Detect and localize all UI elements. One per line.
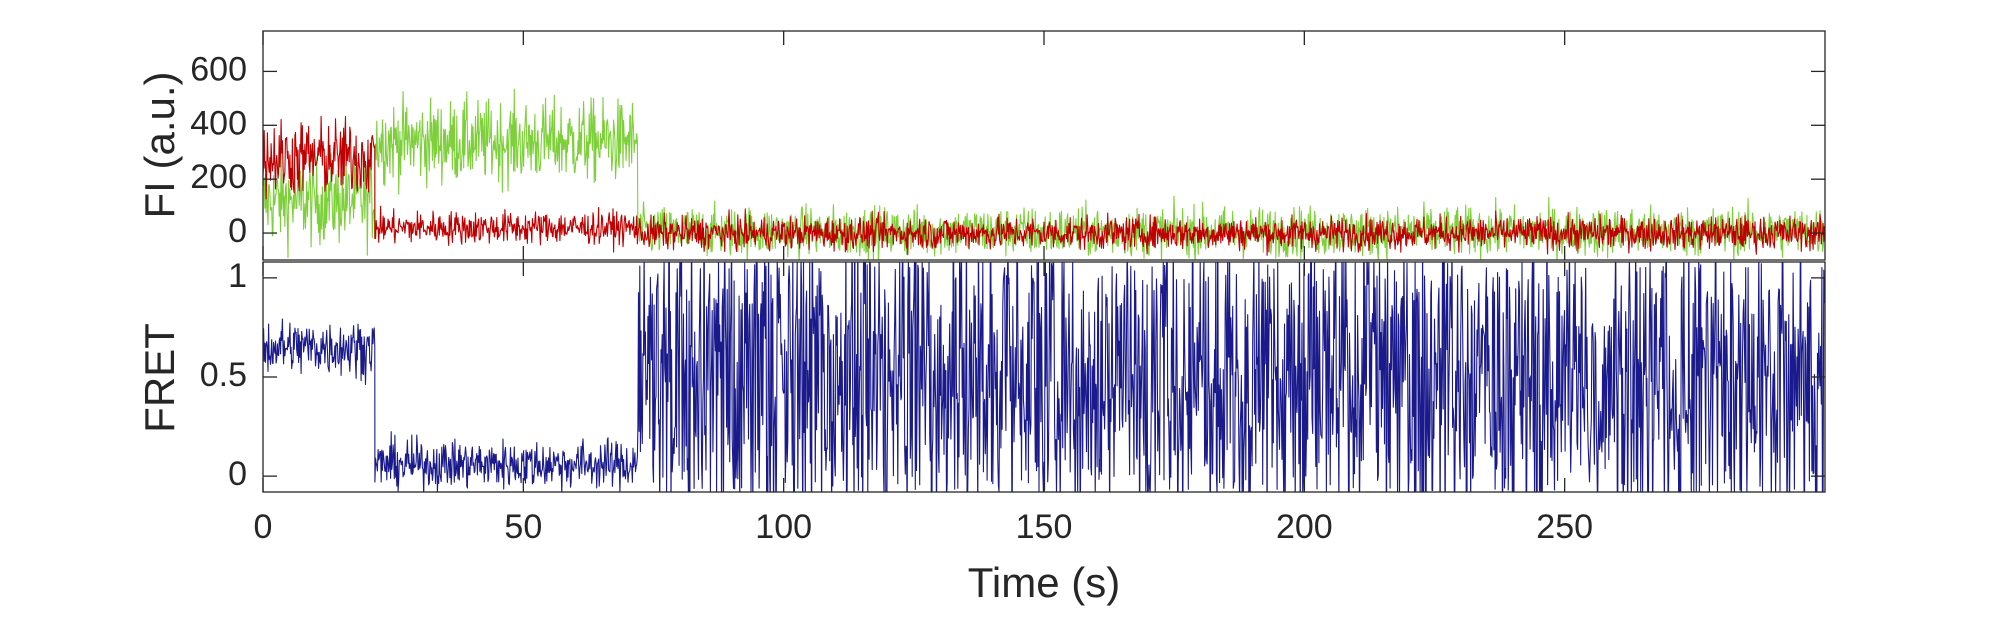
series-line-1-0	[263, 262, 1825, 492]
fret-y-ticks: 00.51	[200, 257, 1825, 493]
x-tick-label: 50	[504, 508, 542, 546]
y-tick-label: 1	[228, 257, 247, 295]
fret-panel: 00.51 0 50 100 150 200 250 FRET Time (s)	[136, 257, 1826, 606]
x-tick-label: 0	[254, 508, 273, 546]
fluorescence-traces	[263, 88, 1825, 260]
time-x-ticks: 0 50 100 150 200 250	[254, 262, 1593, 546]
series-line-0-1	[263, 115, 1825, 256]
y-tick-label: 0	[228, 455, 247, 493]
y-tick-label: 200	[190, 158, 247, 196]
x-tick-label: 250	[1536, 508, 1593, 546]
fret-traces	[263, 262, 1825, 492]
time-x-axis-title: Time (s)	[968, 559, 1120, 606]
x-tick-label: 200	[1276, 508, 1333, 546]
y-tick-label: 600	[190, 50, 247, 88]
fret-plot-box	[262, 261, 1826, 493]
fluorescence-y-axis-title: FI (a.u.)	[136, 71, 183, 218]
fluorescence-panel: 0 200 400 600 FI (a.u.)	[136, 30, 1826, 261]
x-tick-label: 150	[1016, 508, 1073, 546]
fluorescence-y-ticks: 0 200 400 600	[190, 31, 1825, 260]
y-tick-label: 400	[190, 104, 247, 142]
y-tick-label: 0.5	[200, 356, 247, 394]
fret-y-axis-title: FRET	[136, 323, 183, 433]
y-tick-label: 0	[228, 212, 247, 250]
x-tick-label: 100	[755, 508, 812, 546]
